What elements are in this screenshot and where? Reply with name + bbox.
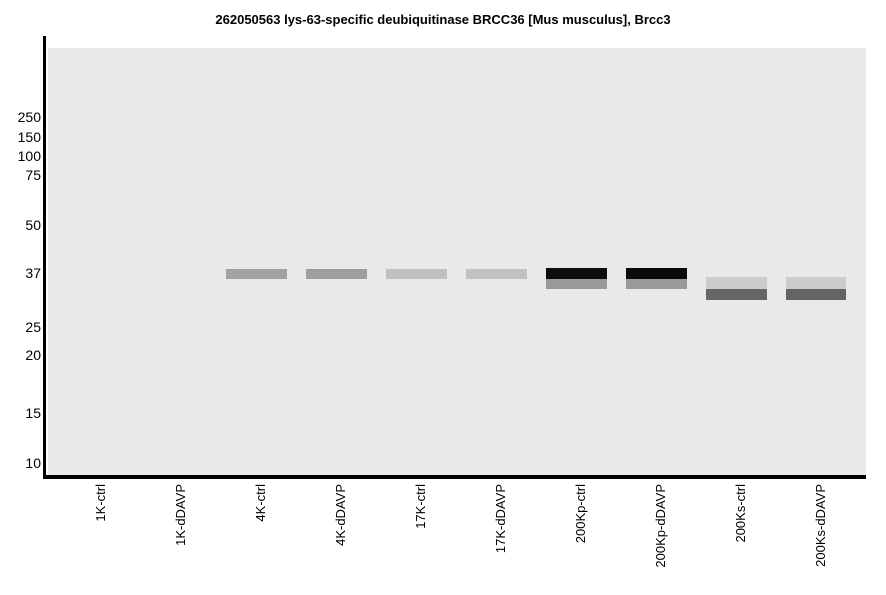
gel-band (786, 289, 846, 300)
gel-band (386, 269, 447, 279)
y-tick-label: 15 (25, 405, 41, 421)
lane-label: 200Kp-dDAVP (653, 484, 668, 568)
y-tick-label: 250 (17, 109, 41, 125)
y-tick-label: 50 (25, 217, 41, 233)
gel-band (546, 279, 607, 289)
gel-band (706, 289, 767, 300)
gel-band (786, 277, 846, 289)
lane-label: 4K-dDAVP (333, 484, 348, 546)
y-tick-label: 100 (17, 148, 41, 164)
lane-label: 4K-ctrl (253, 484, 268, 522)
gel-band (626, 279, 687, 289)
lane-label: 1K-dDAVP (173, 484, 188, 546)
y-tick-label: 25 (25, 319, 41, 335)
figure-title: 262050563 lys-63-specific deubiquitinase… (215, 12, 671, 27)
lane-label: 200Ks-dDAVP (813, 484, 828, 567)
lane-label: 200Kp-ctrl (573, 484, 588, 544)
lane-label: 200Ks-ctrl (733, 484, 748, 543)
lane-label: 1K-ctrl (93, 484, 108, 522)
gel-band (706, 277, 767, 289)
lane-label: 17K-dDAVP (493, 484, 508, 554)
gel-plot-area (48, 48, 866, 475)
gel-band (626, 268, 687, 279)
y-tick-label: 75 (25, 167, 41, 183)
lane-label: 17K-ctrl (413, 484, 428, 529)
gel-band (306, 269, 367, 279)
gel-band (226, 269, 287, 279)
gel-band (546, 268, 607, 279)
x-axis-line (43, 475, 866, 479)
y-axis-line (43, 36, 46, 479)
y-tick-label: 150 (17, 129, 41, 145)
y-tick-label: 37 (25, 265, 41, 281)
gel-band (466, 269, 527, 279)
y-tick-label: 10 (25, 455, 41, 471)
y-tick-label: 20 (25, 347, 41, 363)
